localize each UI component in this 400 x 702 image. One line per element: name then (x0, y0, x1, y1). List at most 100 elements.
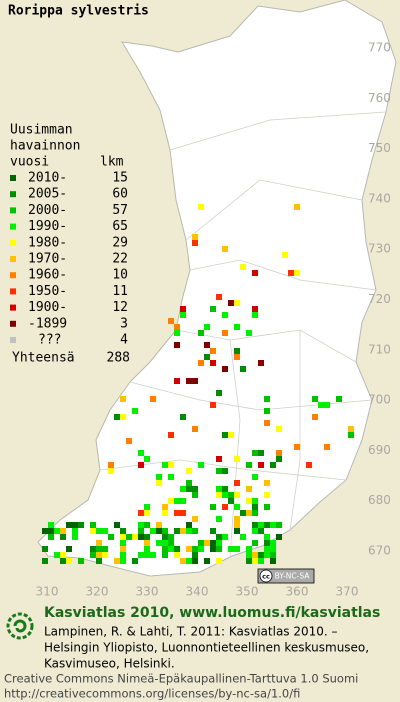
occurrence-square (60, 558, 66, 564)
occurrence-square (276, 456, 282, 462)
occurrence-square (114, 522, 120, 528)
occurrence-square (252, 306, 258, 312)
occurrence-square (180, 498, 186, 504)
occurrence-square (144, 534, 150, 540)
occurrence-square (60, 528, 66, 534)
occurrence-square (120, 396, 126, 402)
occurrence-square (186, 546, 192, 552)
occurrence-square (228, 498, 234, 504)
occurrence-square (312, 396, 318, 402)
footer-license: Creative Commons Nimeä-Epäkaupallinen-Ta… (4, 672, 358, 686)
occurrence-square (234, 492, 240, 498)
occurrence-square (258, 552, 264, 558)
occurrence-square (78, 558, 84, 564)
occurrence-square (174, 324, 180, 330)
occurrence-square (264, 546, 270, 552)
legend-marker (10, 175, 16, 181)
occurrence-square (216, 546, 222, 552)
occurrence-square (138, 552, 144, 558)
occurrence-square (138, 510, 144, 516)
occurrence-square (246, 552, 252, 558)
occurrence-square (234, 516, 240, 522)
occurrence-square (252, 504, 258, 510)
occurrence-square (108, 534, 114, 540)
occurrence-square (246, 510, 252, 516)
occurrence-square (264, 408, 270, 414)
occurrence-square (144, 456, 150, 462)
legend-label: ??? (38, 333, 61, 348)
badge-icon (259, 569, 273, 583)
occurrence-square (162, 462, 168, 468)
legend-count: 65 (112, 219, 128, 234)
legend-count: 57 (112, 203, 128, 218)
occurrence-square (216, 468, 222, 474)
occurrence-square (120, 540, 126, 546)
occurrence-square (132, 408, 138, 414)
occurrence-square (270, 552, 276, 558)
occurrence-square (234, 456, 240, 462)
occurrence-square (198, 462, 204, 468)
occurrence-square (210, 528, 216, 534)
occurrence-square (96, 552, 102, 558)
occurrence-square (186, 522, 192, 528)
legend-marker (10, 337, 16, 343)
occurrence-square (120, 414, 126, 420)
occurrence-square (120, 534, 126, 540)
occurrence-square (174, 510, 180, 516)
legend-marker (10, 304, 16, 311)
occurrence-square (42, 558, 48, 564)
occurrence-square (138, 528, 144, 534)
occurrence-square (48, 522, 54, 528)
occurrence-square (294, 444, 300, 450)
occurrence-square (246, 498, 252, 504)
occurrence-square (246, 462, 252, 468)
occurrence-square (294, 204, 300, 210)
occurrence-square (174, 330, 180, 336)
occurrence-square (174, 546, 180, 552)
occurrence-square (246, 546, 252, 552)
occurrence-square (204, 324, 210, 330)
occurrence-square (252, 522, 258, 528)
occurrence-square (234, 354, 240, 360)
occurrence-square (210, 504, 216, 510)
x-axis-label: 310 (36, 585, 59, 599)
occurrence-square (150, 396, 156, 402)
total-count: 288 (107, 351, 130, 366)
legend-label: 1900- (28, 300, 67, 315)
occurrence-square (264, 492, 270, 498)
occurrence-square (48, 528, 54, 534)
occurrence-square (144, 552, 150, 558)
occurrence-square (210, 540, 216, 546)
occurrence-square (282, 252, 288, 258)
occurrence-square (222, 534, 228, 540)
occurrence-square (216, 516, 222, 522)
occurrence-square (222, 468, 228, 474)
occurrence-square (222, 432, 228, 438)
x-axis-label: 330 (136, 585, 159, 599)
occurrence-square (186, 468, 192, 474)
y-axis-label: 760 (368, 91, 391, 105)
occurrence-square (228, 432, 234, 438)
legend-count: 22 (112, 252, 128, 267)
occurrence-square (210, 348, 216, 354)
occurrence-square (276, 450, 282, 456)
occurrence-square (216, 558, 222, 564)
occurrence-square (252, 558, 258, 564)
occurrence-square (222, 486, 228, 492)
occurrence-square (252, 450, 258, 456)
footer-site: Kasviatlas 2010, www.luomus.fi/kasviatla… (44, 605, 380, 621)
total-label: Yhteensä (12, 351, 75, 366)
occurrence-square (234, 480, 240, 486)
occurrence-square (270, 540, 276, 546)
occurrence-square (120, 552, 126, 558)
occurrence-square (264, 522, 270, 528)
x-axis-label: 370 (336, 585, 359, 599)
occurrence-square (204, 558, 210, 564)
occurrence-square (174, 552, 180, 558)
y-axis-label: 740 (368, 191, 391, 205)
badge-icon-text: cc (262, 573, 270, 581)
occurrence-square (186, 378, 192, 384)
occurrence-square (222, 366, 228, 372)
occurrence-square (66, 558, 72, 564)
legend-label: 1950- (28, 284, 67, 299)
